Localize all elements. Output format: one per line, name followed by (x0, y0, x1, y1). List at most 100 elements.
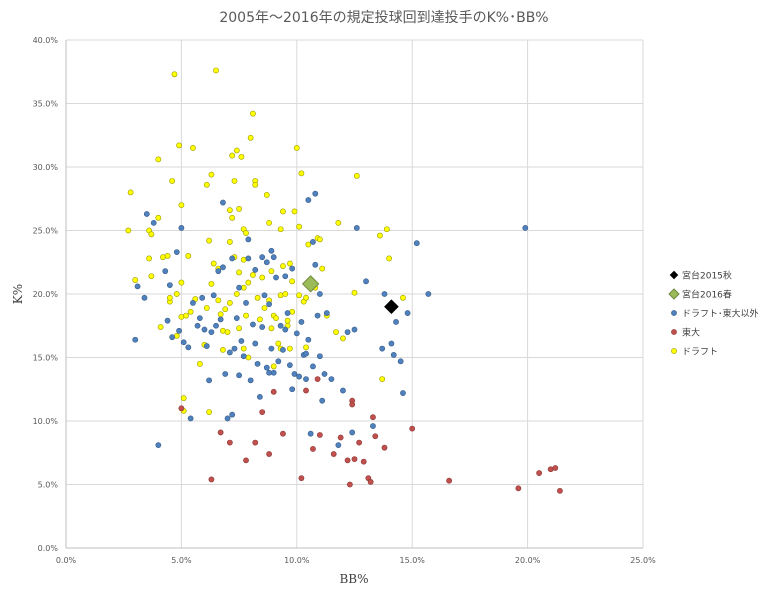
data-point (303, 294, 309, 301)
data-point (240, 353, 247, 360)
x-tick-label: 0.0% (56, 556, 77, 565)
data-point (360, 458, 367, 465)
data-point (298, 475, 305, 482)
y-tick-label: 10.0% (33, 417, 59, 426)
data-point (293, 145, 300, 151)
x-axis-ticks: 0.0% 5.0% 10.0% 15.0% 20.0% 25.0% (56, 556, 656, 565)
data-point (515, 485, 522, 492)
data-point (259, 409, 266, 416)
data-point (245, 255, 252, 262)
data-point (280, 430, 286, 437)
data-point (337, 434, 344, 441)
data-point (268, 268, 275, 275)
data-point (319, 397, 326, 404)
data-point (127, 189, 134, 196)
series-宮台2015秋 (382, 297, 401, 316)
data-point (425, 291, 432, 297)
data-point (400, 390, 406, 396)
data-point (155, 214, 162, 221)
data-point (196, 315, 203, 322)
data-point (178, 202, 185, 208)
data-point (206, 377, 212, 384)
data-point (236, 206, 242, 212)
data-point (330, 451, 337, 457)
data-point (233, 147, 240, 154)
data-point (351, 456, 358, 462)
data-point (289, 386, 296, 393)
data-point (148, 231, 155, 238)
data-point (231, 178, 238, 184)
data-point (296, 292, 303, 299)
data-point (254, 360, 261, 367)
data-point (413, 240, 420, 247)
data-point (273, 315, 279, 322)
data-point (536, 470, 543, 476)
x-tick-label: 25.0% (630, 556, 656, 565)
data-point (224, 329, 231, 335)
y-tick-label: 40.0% (33, 36, 59, 45)
data-point (208, 476, 215, 483)
data-point (266, 219, 273, 226)
data-point (220, 346, 226, 353)
data-point (190, 299, 196, 306)
data-point (328, 376, 335, 382)
data-point (370, 414, 376, 421)
data-point (178, 279, 185, 286)
data-point (379, 345, 386, 352)
y-tick-label: 20.0% (33, 290, 59, 299)
data-point (346, 481, 353, 488)
y-tick-label: 0.0% (38, 544, 59, 553)
data-point (268, 325, 275, 332)
data-point (243, 312, 249, 319)
data-point (190, 145, 196, 151)
data-point (178, 225, 185, 231)
data-point (176, 142, 182, 149)
data-point (552, 465, 559, 471)
data-point (268, 247, 275, 254)
data-point (229, 255, 236, 262)
data-point (250, 321, 256, 328)
data-point (275, 340, 282, 347)
data-point (388, 340, 395, 347)
data-point (280, 208, 286, 215)
data-point (335, 442, 342, 449)
data-point (291, 371, 298, 377)
data-point (176, 327, 182, 334)
data-point (213, 322, 219, 329)
data-point (333, 329, 339, 335)
data-point (372, 433, 379, 440)
data-point (162, 268, 169, 275)
legend-marker (671, 348, 677, 354)
data-point (203, 181, 210, 188)
data-point (310, 446, 316, 452)
data-point (282, 326, 289, 333)
series-ドラフト･東大以外 (132, 190, 529, 449)
data-point (293, 330, 300, 337)
data-point (340, 335, 346, 342)
data-point (236, 372, 242, 379)
data-point (173, 291, 180, 297)
data-point (344, 457, 351, 464)
gridlines (65, 39, 644, 549)
data-point (231, 345, 238, 352)
data-point (247, 134, 254, 141)
data-point (381, 291, 388, 297)
legend-label: 宮台2016春 (682, 289, 732, 301)
data-point (173, 249, 180, 255)
data-point (220, 199, 226, 206)
data-point (284, 310, 291, 316)
data-point (312, 190, 319, 197)
data-point (187, 415, 194, 422)
data-point (217, 429, 224, 436)
data-point (215, 268, 222, 275)
x-axis-title: BB% (339, 572, 368, 586)
data-point (316, 353, 323, 360)
data-point (185, 252, 192, 259)
data-point (222, 306, 229, 313)
data-point (203, 343, 210, 349)
data-point (166, 282, 173, 289)
y-tick-label: 5.0% (38, 481, 59, 490)
data-point (310, 363, 316, 370)
data-point (390, 352, 397, 358)
data-point (367, 479, 374, 485)
